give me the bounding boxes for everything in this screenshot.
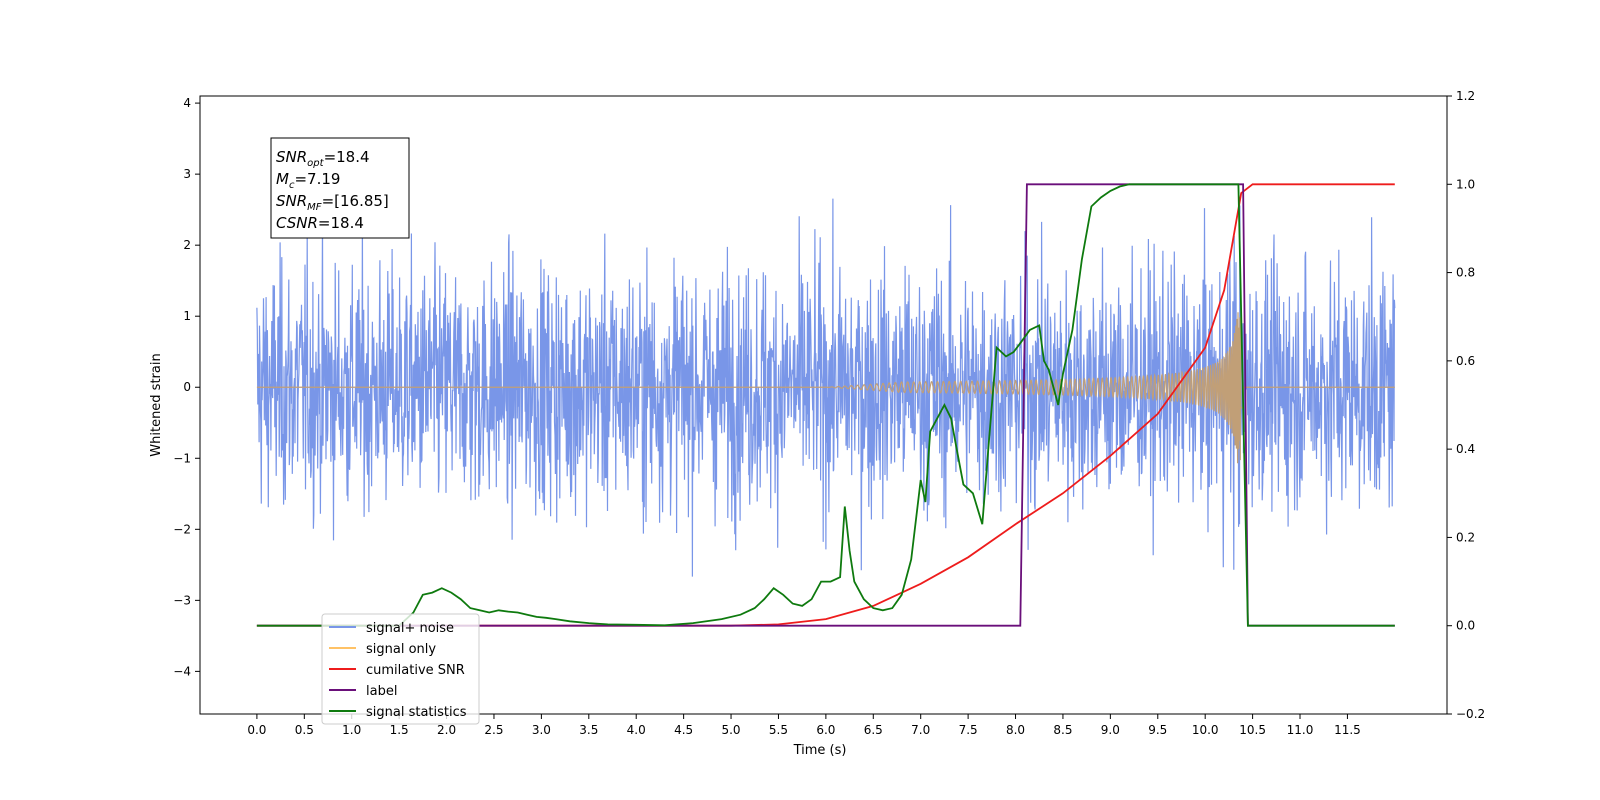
x-tick-label: 9.0 bbox=[1101, 723, 1120, 737]
y-axis-label: Whitened strain bbox=[149, 353, 164, 456]
x-tick-label: 9.5 bbox=[1148, 723, 1167, 737]
y-right-tick-label: 0.8 bbox=[1456, 266, 1475, 280]
y-left-tick-label: 2 bbox=[183, 238, 191, 252]
x-tick-label: 4.0 bbox=[627, 723, 646, 737]
x-axis-label: Time (s) bbox=[793, 743, 847, 758]
y-left-tick-label: −1 bbox=[173, 451, 191, 465]
y-right-tick-label: 0.2 bbox=[1456, 530, 1475, 544]
x-tick-label: 8.0 bbox=[1006, 723, 1025, 737]
x-tick-label: 3.0 bbox=[532, 723, 551, 737]
x-tick-label: 0.5 bbox=[295, 723, 314, 737]
annotation-line: Mc=7.19 bbox=[276, 170, 340, 191]
x-tick-label: 1.5 bbox=[390, 723, 409, 737]
signal-noise-line bbox=[256, 198, 1396, 577]
x-tick-label: 4.5 bbox=[674, 723, 693, 737]
signal-only-series bbox=[256, 312, 1395, 464]
x-tick-label: 11.0 bbox=[1287, 723, 1314, 737]
legend-label: signal statistics bbox=[366, 705, 467, 720]
y-right-axis-ticks: 1.2 1.0 0.8 0.6 0.4 0.2 0.0 −0.2 bbox=[1447, 89, 1485, 721]
x-tick-label: 10.5 bbox=[1239, 723, 1266, 737]
signal-statistics-line bbox=[256, 183, 1395, 627]
y-left-tick-label: 4 bbox=[183, 96, 191, 110]
legend-frame bbox=[321, 613, 480, 725]
legend-label: signal+ noise bbox=[366, 621, 454, 636]
x-tick-label: 2.0 bbox=[437, 723, 456, 737]
x-tick-label: 5.5 bbox=[769, 723, 788, 737]
signal-only-line bbox=[256, 312, 1395, 464]
y-right-tick-label: 1.0 bbox=[1456, 177, 1475, 191]
y-left-tick-label: −3 bbox=[173, 593, 191, 607]
signal-noise-series bbox=[256, 198, 1396, 577]
cumulative-snr-line bbox=[256, 183, 1395, 627]
legend-label: label bbox=[366, 684, 397, 699]
legend-label: cumilative SNR bbox=[366, 663, 465, 678]
x-tick-label: 5.0 bbox=[721, 723, 740, 737]
y-left-tick-label: −4 bbox=[173, 664, 191, 678]
legend-label: signal only bbox=[366, 642, 436, 657]
x-tick-label: 2.5 bbox=[484, 723, 503, 737]
y-right-tick-label: 0.6 bbox=[1456, 354, 1475, 368]
x-tick-label: 0.0 bbox=[247, 723, 266, 737]
legend: signal+ noise signal only cumilative SNR la… bbox=[321, 613, 480, 725]
y-left-tick-label: 1 bbox=[183, 309, 191, 323]
y-right-tick-label: −0.2 bbox=[1456, 707, 1485, 721]
annotation-line: SNRMF=[16.85] bbox=[276, 192, 389, 213]
x-tick-label: 7.5 bbox=[959, 723, 978, 737]
x-tick-label: 10.0 bbox=[1192, 723, 1219, 737]
x-tick-label: 8.5 bbox=[1053, 723, 1072, 737]
annotation-frame bbox=[270, 137, 410, 239]
y-left-axis-ticks: 4 3 2 1 0 −1 −2 −3 −4 bbox=[173, 96, 200, 678]
x-axis-ticks: 0.0 0.5 1.0 1.5 2.0 2.5 3.0 3.5 4.0 4.5 5.0 5.5 6.0 6… bbox=[247, 714, 1361, 737]
annotation-line: CSNR=18.4 bbox=[276, 214, 364, 232]
y-left-tick-label: 0 bbox=[183, 380, 191, 394]
y-left-tick-label: 3 bbox=[183, 167, 191, 181]
y-right-tick-label: 0.0 bbox=[1456, 619, 1475, 633]
x-tick-label: 6.0 bbox=[816, 723, 835, 737]
x-tick-label: 7.0 bbox=[911, 723, 930, 737]
x-tick-label: 11.5 bbox=[1334, 723, 1361, 737]
y-left-tick-label: −2 bbox=[173, 522, 191, 536]
x-tick-label: 3.5 bbox=[579, 723, 598, 737]
y-right-tick-label: 1.2 bbox=[1456, 89, 1475, 103]
x-tick-label: 1.0 bbox=[342, 723, 361, 737]
annotation-line: SNRopt=18.4 bbox=[276, 148, 370, 169]
x-tick-label: 6.5 bbox=[864, 723, 883, 737]
plot-frame bbox=[199, 95, 1448, 715]
y-right-tick-label: 0.4 bbox=[1456, 442, 1475, 456]
